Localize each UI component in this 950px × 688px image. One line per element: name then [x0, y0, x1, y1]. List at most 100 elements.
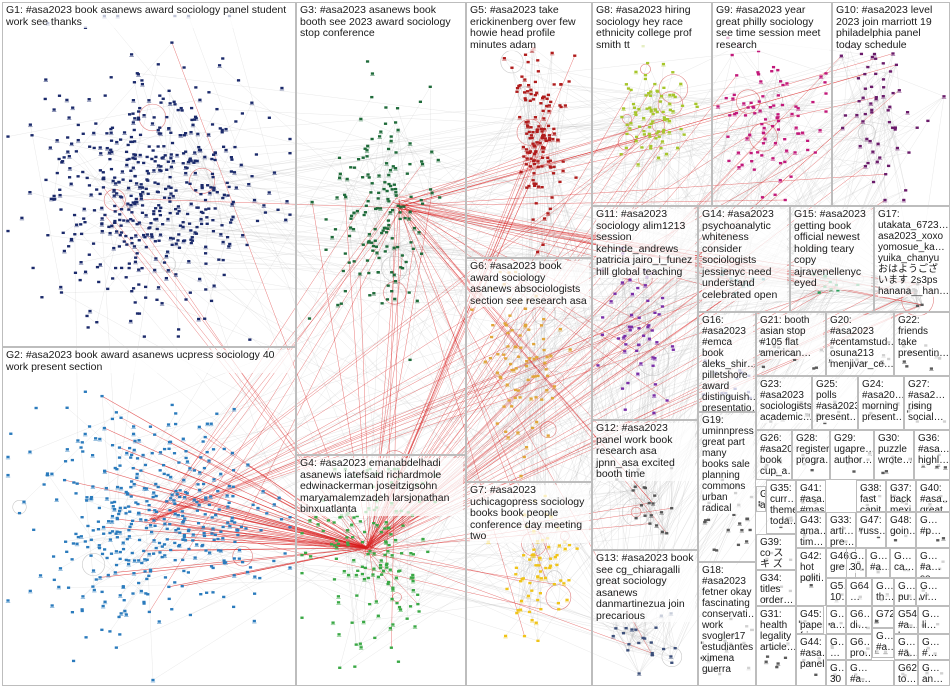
- node[interactable]: [53, 197, 57, 201]
- node[interactable]: [55, 171, 59, 175]
- node[interactable]: [129, 53, 134, 56]
- node[interactable]: [123, 609, 127, 613]
- node[interactable]: [176, 335, 180, 338]
- node[interactable]: [87, 253, 91, 256]
- node[interactable]: [157, 132, 161, 135]
- node[interactable]: [66, 150, 70, 153]
- node[interactable]: [125, 158, 129, 162]
- node[interactable]: [110, 501, 114, 504]
- node[interactable]: [117, 245, 121, 248]
- node[interactable]: [163, 576, 168, 579]
- node[interactable]: [288, 515, 292, 519]
- node[interactable]: [103, 600, 107, 603]
- node[interactable]: [202, 534, 207, 538]
- node[interactable]: [62, 156, 66, 159]
- node[interactable]: [177, 209, 181, 213]
- node[interactable]: [177, 328, 181, 331]
- node[interactable]: [211, 218, 215, 222]
- node[interactable]: [233, 540, 237, 544]
- node[interactable]: [98, 192, 102, 196]
- node[interactable]: [207, 91, 211, 94]
- node[interactable]: [194, 232, 199, 235]
- node[interactable]: [163, 154, 167, 157]
- group-box-g11[interactable]: G11: #asa2023 sociology alim1213 session…: [592, 206, 698, 420]
- node[interactable]: [232, 574, 236, 577]
- node[interactable]: [230, 516, 234, 519]
- node[interactable]: [153, 524, 157, 528]
- node[interactable]: [134, 256, 138, 259]
- node[interactable]: [112, 189, 116, 192]
- group-box-g19[interactable]: G19: uminnpress great part many books sa…: [698, 412, 756, 562]
- node[interactable]: [124, 613, 128, 616]
- node[interactable]: [131, 466, 135, 470]
- node[interactable]: [75, 542, 79, 545]
- node[interactable]: [146, 172, 151, 175]
- node[interactable]: [247, 182, 251, 186]
- node[interactable]: [169, 165, 174, 169]
- node[interactable]: [129, 135, 134, 139]
- node[interactable]: [78, 278, 82, 282]
- node[interactable]: [156, 286, 161, 289]
- node[interactable]: [98, 437, 102, 441]
- node[interactable]: [147, 145, 151, 148]
- node[interactable]: [152, 212, 156, 216]
- node[interactable]: [122, 240, 126, 243]
- node[interactable]: [193, 115, 198, 119]
- node[interactable]: [110, 126, 115, 129]
- group-box-g70[interactable]: G… 30: [826, 660, 846, 686]
- node[interactable]: [117, 181, 121, 184]
- node[interactable]: [165, 527, 169, 531]
- node[interactable]: [183, 132, 188, 135]
- node[interactable]: [196, 483, 200, 486]
- node[interactable]: [285, 200, 289, 203]
- node[interactable]: [51, 555, 56, 558]
- node[interactable]: [152, 116, 156, 119]
- node[interactable]: [42, 483, 46, 486]
- node[interactable]: [158, 213, 163, 217]
- node[interactable]: [133, 202, 137, 206]
- node[interactable]: [138, 153, 142, 157]
- node[interactable]: [131, 112, 135, 115]
- node[interactable]: [135, 252, 139, 255]
- node[interactable]: [154, 510, 159, 514]
- node[interactable]: [123, 506, 127, 510]
- node[interactable]: [64, 540, 68, 543]
- node[interactable]: [137, 268, 141, 271]
- group-box-g9[interactable]: G9: #asa2023 year great philly sociology…: [712, 2, 832, 206]
- node[interactable]: [137, 538, 142, 542]
- node[interactable]: [59, 291, 64, 294]
- node[interactable]: [146, 179, 150, 182]
- node[interactable]: [125, 243, 129, 246]
- node[interactable]: [141, 190, 145, 194]
- node[interactable]: [167, 89, 171, 93]
- node[interactable]: [156, 128, 160, 132]
- node[interactable]: [195, 543, 199, 546]
- group-box-g33[interactable]: G33: arti… pre…: [826, 512, 856, 548]
- node[interactable]: [158, 209, 162, 213]
- node[interactable]: [128, 446, 132, 450]
- node[interactable]: [140, 211, 145, 214]
- node[interactable]: [109, 139, 114, 142]
- node[interactable]: [262, 204, 266, 207]
- node[interactable]: [157, 541, 162, 545]
- node[interactable]: [155, 298, 159, 301]
- node[interactable]: [219, 233, 223, 236]
- node[interactable]: [194, 86, 198, 89]
- node[interactable]: [228, 242, 232, 246]
- node[interactable]: [71, 106, 75, 109]
- node[interactable]: [108, 630, 112, 633]
- node[interactable]: [75, 223, 79, 226]
- node[interactable]: [252, 198, 257, 202]
- node[interactable]: [193, 159, 197, 162]
- node[interactable]: [70, 458, 74, 462]
- node[interactable]: [248, 338, 252, 341]
- node[interactable]: [124, 276, 128, 279]
- node[interactable]: [267, 116, 271, 119]
- node[interactable]: [184, 456, 188, 460]
- node[interactable]: [110, 417, 115, 421]
- node[interactable]: [197, 317, 201, 321]
- node[interactable]: [147, 610, 151, 614]
- node[interactable]: [126, 492, 130, 495]
- node[interactable]: [58, 567, 63, 570]
- node[interactable]: [171, 237, 175, 240]
